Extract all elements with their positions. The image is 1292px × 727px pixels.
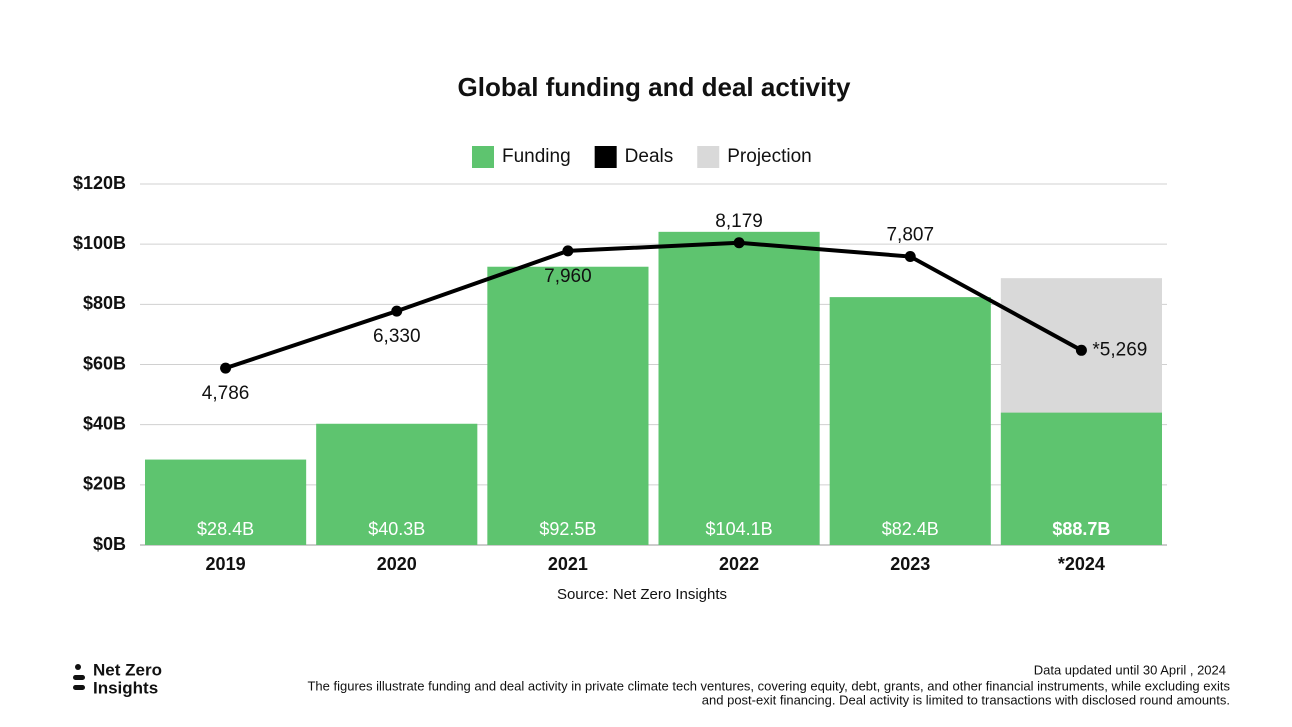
- line-value-label: 4,786: [202, 383, 250, 404]
- line-point: [1075, 344, 1087, 356]
- line-value-label: 7,960: [544, 266, 592, 287]
- y-tick-label: $40B: [83, 413, 126, 433]
- source: Source: Net Zero Insights: [557, 586, 727, 603]
- line: [224, 240, 1083, 371]
- bar-value-label: $88.7B: [1052, 519, 1110, 539]
- logo-text: Insights: [93, 678, 158, 697]
- bar-value-label: $40.3B: [368, 519, 425, 539]
- line-value-label: 6,330: [373, 326, 421, 347]
- logo-bar: [73, 675, 85, 680]
- chart-title: Global funding and deal activity: [458, 72, 851, 102]
- line-point: [562, 245, 574, 257]
- bar-value-label: $92.5B: [539, 519, 596, 539]
- updated-note: Data updated until 30 April , 2024: [1034, 662, 1226, 677]
- legend-swatch: [472, 146, 494, 168]
- bar: [1000, 412, 1162, 545]
- y-tick-label: $20B: [83, 474, 126, 494]
- x-tick-label: *2024: [1058, 554, 1105, 574]
- logo-text: Net Zero: [93, 660, 162, 679]
- legend-label: Projection: [727, 146, 812, 167]
- x-tick-label: 2022: [719, 554, 759, 574]
- line-point: [904, 251, 916, 263]
- x-tick-label: 2023: [890, 554, 930, 574]
- line-value-label: 7,807: [886, 225, 934, 246]
- bar: [145, 459, 307, 545]
- bar-value-label: $82.4B: [882, 519, 939, 539]
- bar: [829, 297, 991, 545]
- legend-label: Funding: [502, 146, 571, 167]
- legend-swatch: [697, 146, 720, 168]
- y-tick-label: $0B: [93, 534, 126, 554]
- bar-value-label: $104.1B: [706, 519, 773, 539]
- logo-dot: [75, 664, 81, 670]
- y-tick-label: $60B: [83, 353, 126, 373]
- bar-value-label: $28.4B: [197, 519, 254, 539]
- footnote: The figures illustrate funding and deal …: [307, 678, 1230, 693]
- y-tick-label: $120B: [73, 173, 126, 193]
- footnote: and post-exit financing. Deal activity i…: [702, 692, 1230, 707]
- logo-bar: [73, 685, 85, 690]
- bar: [658, 231, 820, 545]
- x-tick-label: 2020: [377, 554, 417, 574]
- legend-label: Deals: [625, 146, 674, 167]
- bar: [487, 266, 649, 545]
- line-value-label: 8,179: [715, 211, 763, 232]
- y-tick-label: $80B: [83, 293, 126, 313]
- logo: Net Zero Insights: [73, 660, 162, 697]
- legend-swatch: [594, 146, 617, 168]
- line-point: [733, 237, 745, 249]
- x-tick-label: 2019: [206, 554, 246, 574]
- line-point: [220, 362, 232, 374]
- bar: [316, 423, 478, 545]
- line-value-label: *5,269: [1092, 339, 1147, 360]
- line-point: [391, 305, 403, 317]
- x-tick-label: 2021: [548, 554, 588, 574]
- y-tick-label: $100B: [73, 233, 126, 253]
